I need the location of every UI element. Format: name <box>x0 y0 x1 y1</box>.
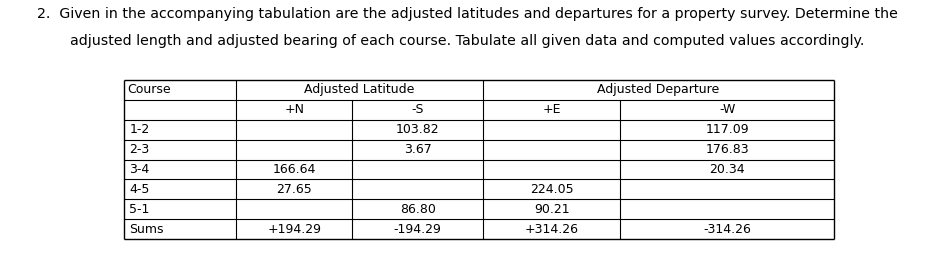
Text: -S: -S <box>411 103 424 116</box>
Text: -314.26: -314.26 <box>703 223 752 236</box>
Text: +E: +E <box>542 103 561 116</box>
Text: adjusted length and adjusted bearing of each course. Tabulate all given data and: adjusted length and adjusted bearing of … <box>70 34 865 49</box>
Text: 176.83: 176.83 <box>706 143 749 156</box>
Text: +314.26: +314.26 <box>525 223 579 236</box>
Text: 27.65: 27.65 <box>277 183 312 196</box>
Text: 5-1: 5-1 <box>129 203 150 216</box>
Text: Course: Course <box>128 83 171 96</box>
Text: 103.82: 103.82 <box>396 123 439 136</box>
Text: 1-2: 1-2 <box>129 123 150 136</box>
Text: +194.29: +194.29 <box>267 223 322 236</box>
Text: 224.05: 224.05 <box>530 183 573 196</box>
Text: -194.29: -194.29 <box>394 223 441 236</box>
Text: -W: -W <box>719 103 736 116</box>
Text: 3.67: 3.67 <box>404 143 431 156</box>
Text: +N: +N <box>284 103 305 116</box>
Text: 166.64: 166.64 <box>273 163 316 176</box>
Text: 2.  Given in the accompanying tabulation are the adjusted latitudes and departur: 2. Given in the accompanying tabulation … <box>37 7 898 21</box>
Text: 90.21: 90.21 <box>534 203 569 216</box>
Text: 4-5: 4-5 <box>129 183 150 196</box>
Text: Adjusted Departure: Adjusted Departure <box>597 83 720 96</box>
Text: Adjusted Latitude: Adjusted Latitude <box>305 83 415 96</box>
Text: 2-3: 2-3 <box>129 143 150 156</box>
Text: 117.09: 117.09 <box>706 123 749 136</box>
Text: 86.80: 86.80 <box>399 203 436 216</box>
Text: 20.34: 20.34 <box>710 163 745 176</box>
Text: Sums: Sums <box>129 223 164 236</box>
Text: 3-4: 3-4 <box>129 163 150 176</box>
